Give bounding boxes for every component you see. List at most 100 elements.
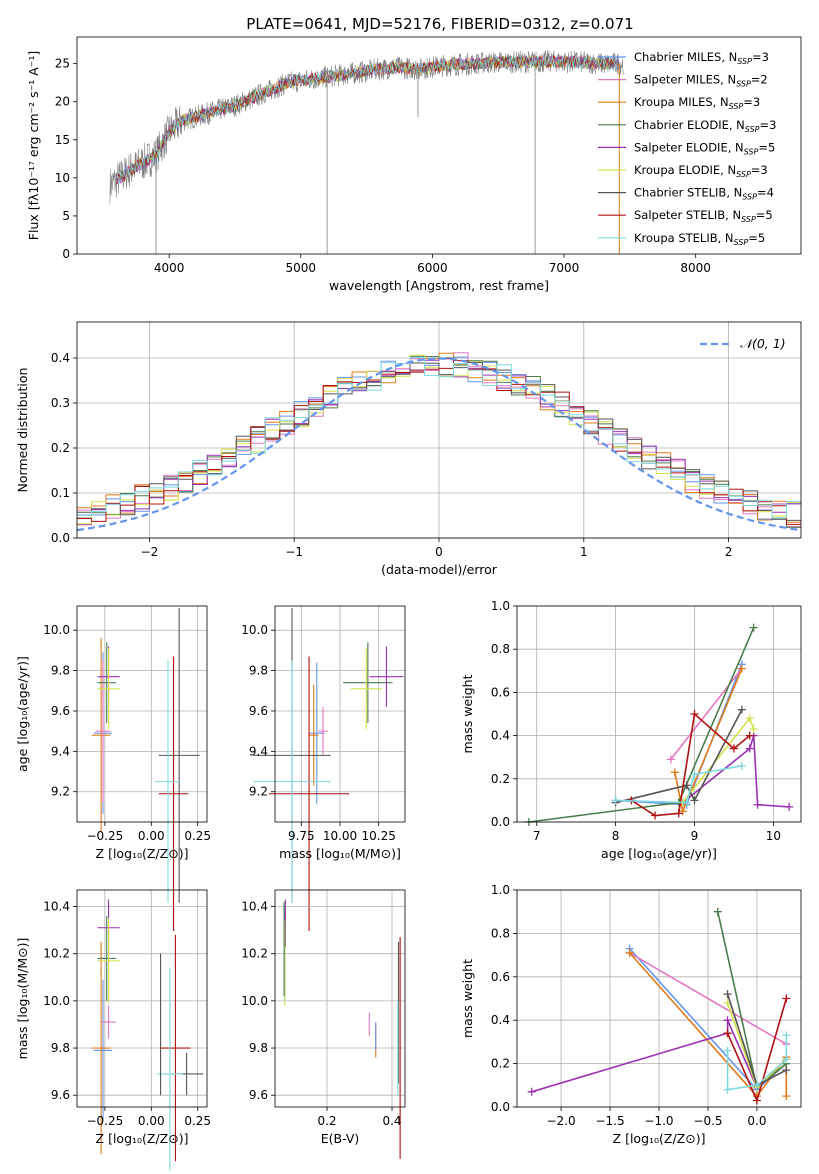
x-tick-label: −1: [285, 545, 303, 559]
plus-marker: [749, 623, 758, 632]
histogram-series: [77, 356, 801, 519]
spectrum-lines: [109, 49, 624, 254]
plot-area: [91, 608, 200, 932]
histogram-legend: 𝒩(0, 1): [700, 336, 786, 351]
y-axis-label: age [log₁₀(age/yr)]: [15, 656, 30, 772]
x-tick-label: 0.0: [747, 1114, 766, 1128]
y-axis-label: mass [log₁₀(M/M⊙)]: [15, 938, 30, 1060]
plus-marker: [749, 725, 758, 734]
plus-marker: [723, 1046, 732, 1055]
x-tick-label: 10.00: [323, 829, 357, 843]
residual-histogram-panel: −2 −1 0 1 2 0.0 0.1 0.2 0.3 0.4 (data-model)/error…: [15, 321, 802, 577]
y-tick-label: 10.2: [241, 947, 268, 961]
plot-area: [253, 608, 404, 932]
plus-marker: [782, 1092, 791, 1101]
x-tick-label: 2: [725, 545, 733, 559]
plus-marker: [782, 1031, 791, 1040]
y-tick-label: 5: [62, 209, 70, 223]
x-tick-label: −1.5: [595, 1114, 624, 1128]
plus-marker: [723, 1016, 732, 1025]
legend-entry: Salpeter ELODIE, NSSP=5: [634, 140, 775, 156]
plus-marker: [745, 744, 754, 753]
y-tick-label: 0.0: [491, 1100, 510, 1114]
legend-entry: Salpeter MILES, NSSP=2: [634, 73, 768, 89]
y-tick-label: 10.2: [43, 947, 70, 961]
x-tick-label: −1.0: [644, 1114, 673, 1128]
histogram-series: [77, 358, 801, 526]
x-tick-label: 7: [533, 829, 541, 843]
plus-marker: [752, 1096, 761, 1105]
y-tick-label: 25: [55, 57, 70, 71]
x-tick-label: 0.4: [382, 1114, 401, 1128]
plus-marker: [690, 770, 699, 779]
x-tick-label: 10: [766, 829, 781, 843]
x-tick-label: 0: [435, 545, 443, 559]
y-axis-label: mass weight: [460, 959, 475, 1038]
axes-frame: [76, 889, 208, 1108]
mass-weight-series: [629, 952, 787, 1045]
plus-marker: [666, 755, 675, 764]
plus-marker: [723, 1029, 732, 1038]
x-axis-label: wavelength [Angstrom, rest frame]: [329, 278, 549, 293]
legend-entry: 𝒩(0, 1): [740, 336, 786, 351]
x-tick-label: 8: [612, 829, 620, 843]
x-tick-label: 5000: [286, 261, 317, 275]
legend-entry: Kroupa ELODIE, NSSP=3: [634, 163, 768, 179]
plus-marker: [723, 990, 732, 999]
y-axis-label: mass weight: [460, 674, 475, 753]
mass-weight-series: [615, 709, 743, 804]
plus-marker: [690, 710, 699, 718]
y-tick-label: 9.6: [249, 1088, 268, 1102]
plus-marker: [785, 802, 794, 811]
plus-marker: [737, 664, 746, 673]
y-tick-label: 10.0: [43, 623, 70, 637]
y-tick-label: 0.4: [51, 351, 70, 365]
x-tick-label: 10.25: [362, 829, 396, 843]
x-axis-label: E(B-V): [321, 1131, 360, 1146]
y-tick-label: 0.0: [491, 815, 510, 829]
y-tick-label: 10.0: [241, 623, 268, 637]
y-tick-label: 0.1: [51, 486, 70, 500]
x-tick-label: −0.25: [86, 1114, 123, 1128]
y-tick-label: 9.8: [51, 1041, 70, 1055]
y-tick-label: 0.4: [491, 1013, 510, 1027]
axes-frame: [274, 889, 406, 1108]
axes-frame: [76, 36, 802, 255]
y-tick-label: 9.6: [51, 704, 70, 718]
x-axis-label: age [log₁₀(age/yr)]: [601, 846, 717, 861]
y-tick-label: 1.0: [491, 599, 510, 613]
y-tick-label: 1.0: [491, 883, 510, 897]
mass-weight-vs-metallicity-panel: −2.0 −1.5 −1.0 −0.5 0.0 0.0 0.2 0.4 0.6 0.8 1.0 Z […: [460, 883, 802, 1146]
legend-entry: Chabrier ELODIE, NSSP=3: [634, 118, 776, 134]
mass-weight-series: [528, 627, 755, 823]
plus-marker: [782, 994, 791, 1003]
y-tick-label: 0.6: [491, 970, 510, 984]
spectrum-legend: Chabrier MILES, NSSP=3 Salpeter MILES, NS…: [598, 50, 776, 247]
y-tick-label: 9.4: [51, 744, 70, 758]
x-tick-label: 9: [691, 829, 699, 843]
plus-marker: [527, 1087, 536, 1096]
y-tick-label: 10.0: [241, 994, 268, 1008]
y-tick-label: 10.4: [43, 900, 70, 914]
mass-weight-series: [615, 765, 742, 804]
legend-entry: Salpeter STELIB, NSSP=5: [634, 208, 773, 224]
y-tick-label: 15: [55, 133, 70, 147]
x-tick-label: 4000: [154, 261, 185, 275]
plus-marker: [782, 1066, 791, 1075]
y-tick-label: 0.0: [51, 531, 70, 545]
x-axis-label: (data-model)/error: [381, 562, 498, 577]
y-tick-label: 0.8: [491, 926, 510, 940]
x-tick-label: 8000: [680, 261, 711, 275]
plus-marker: [670, 768, 679, 777]
x-tick-label: −2.0: [546, 1114, 575, 1128]
y-tick-label: 9.6: [51, 1088, 70, 1102]
y-tick-label: 20: [55, 95, 70, 109]
y-tick-label: 0: [62, 247, 70, 261]
age-vs-mass-panel: 9.75 10.00 10.25 9.2 9.4 9.6 9.8 10.0 mass [log₁…: [241, 605, 406, 932]
normal-curve: [77, 357, 801, 532]
x-axis-label: Z [log₁₀(Z/Z⊙)]: [613, 1131, 706, 1146]
axes-frame: [516, 605, 802, 823]
plot-area: [91, 899, 204, 1174]
legend-entry: Kroupa MILES, NSSP=3: [634, 95, 760, 111]
